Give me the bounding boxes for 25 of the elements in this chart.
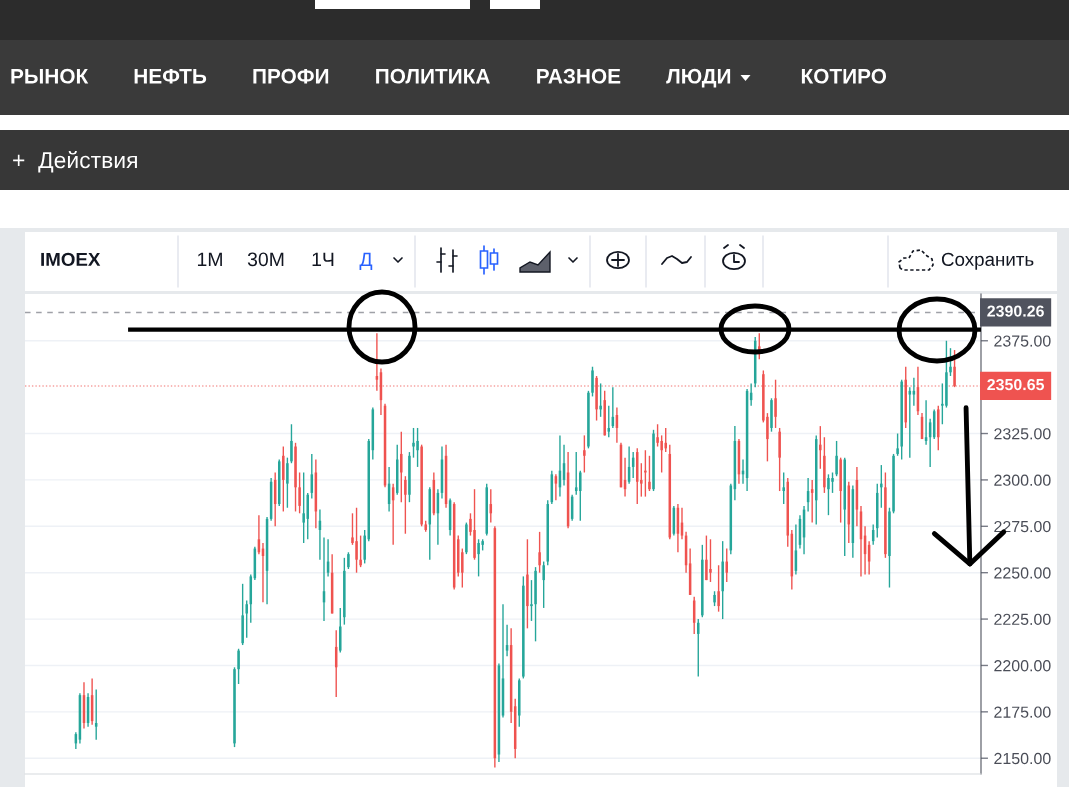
text: 1М (197, 252, 222, 267)
text: 30М (247, 252, 284, 267)
y-tick-label: 2300.00 (994, 474, 1051, 486)
text: ЛЮДИ (666, 68, 731, 88)
text: 1Ч (312, 252, 334, 267)
y-tick-label: 2375.00 (994, 335, 1051, 347)
y-tick-label: 2250.00 (994, 567, 1051, 579)
y-tick-label: 2175.00 (994, 706, 1051, 718)
text: Сохранить (941, 252, 1034, 270)
y-tick-label: 2200.00 (994, 660, 1051, 672)
y-tick-label: 2150.00 (994, 752, 1051, 765)
text: РЫНОК (11, 68, 89, 84)
chart-title: IMOEX (41, 252, 101, 267)
text: Д (359, 252, 373, 270)
ref-line-label: 2390.26 (987, 305, 1044, 317)
text: НЕФТЬ (134, 68, 207, 84)
text: КОТИРО (801, 68, 887, 84)
y-tick-label: 2275.00 (994, 520, 1051, 533)
y-tick-label: 2325.00 (994, 428, 1051, 440)
text: + Действия (13, 151, 137, 173)
text: ПРОФИ (253, 68, 329, 84)
text: ПОЛИТИКА (376, 68, 490, 84)
y-tick-label: 2225.00 (994, 613, 1051, 626)
text: РАЗНОЕ (537, 68, 621, 84)
ref-line-label: 2350.65 (987, 378, 1045, 391)
